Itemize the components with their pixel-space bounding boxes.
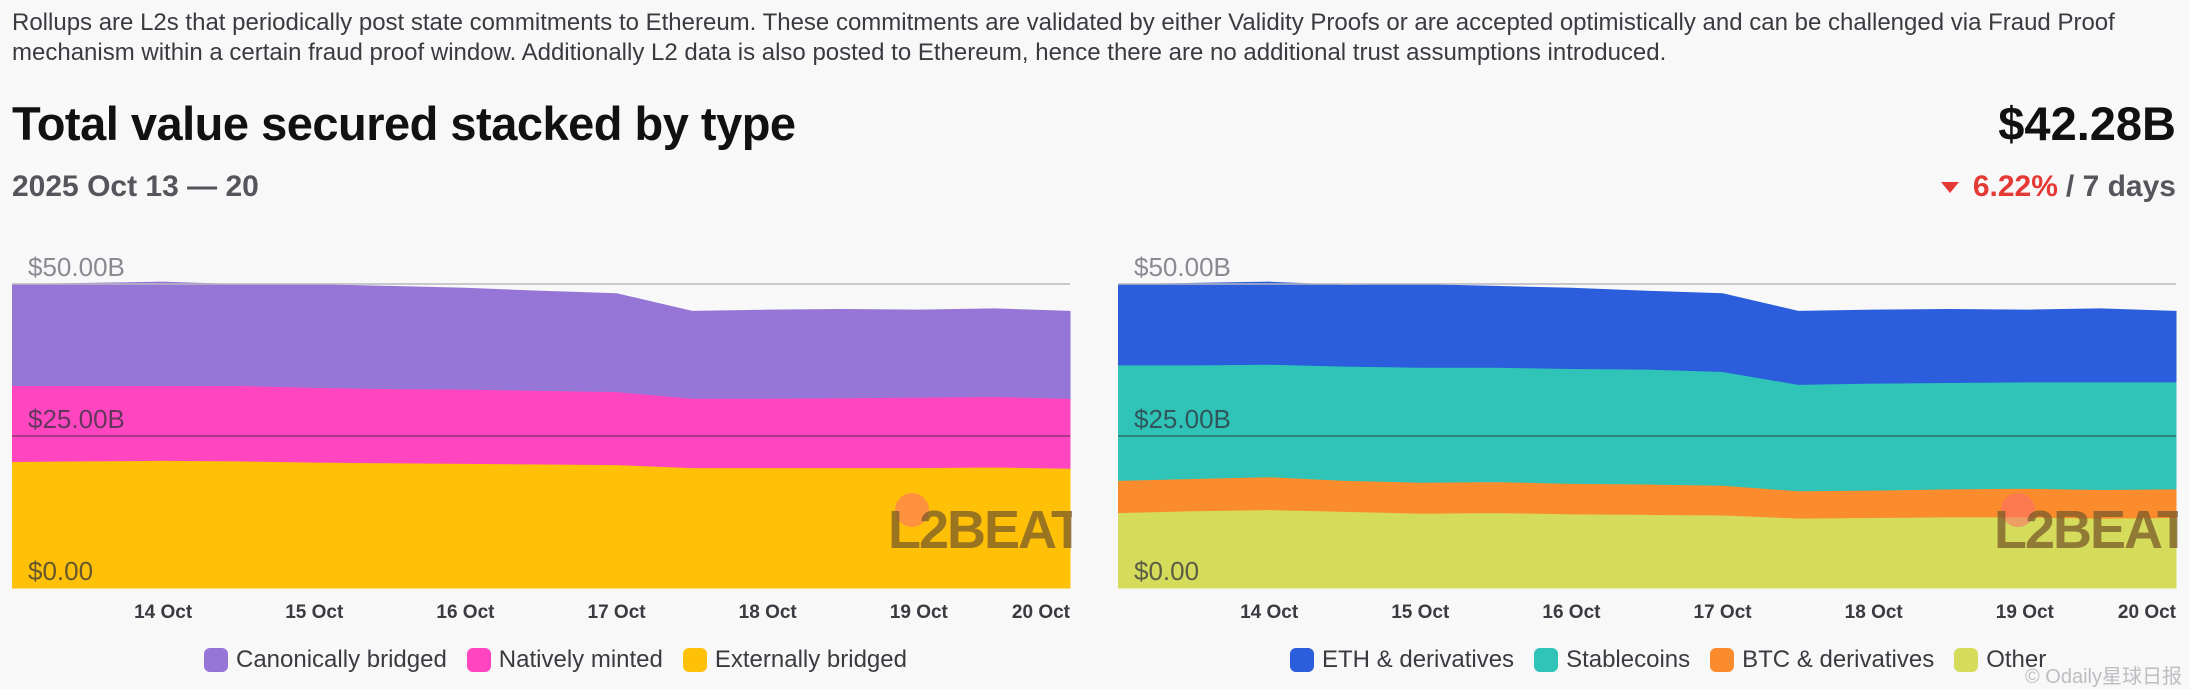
x-tick-label: 17 Oct: [1694, 602, 1753, 623]
l2beat-logo-icon: L2BEAT: [1994, 493, 2178, 560]
legend-by-type: Canonically bridged Natively minted Extern…: [204, 646, 907, 674]
chart-title: Total value secured stacked by type: [12, 97, 796, 150]
area-series-2: [1118, 363, 2177, 492]
x-tick-label: 19 Oct: [1996, 602, 2055, 623]
legend-swatch: [1290, 648, 1314, 672]
y-tick-label: $0.00: [1134, 556, 1199, 586]
legend-swatch: [466, 648, 491, 672]
chart-by-token[interactable]: $0.00 $25.00B $50.00B 14 Oct 15 Oct 16 Oct 17 …: [1118, 240, 2178, 680]
x-tick-label: 15 Oct: [285, 602, 344, 623]
x-tick-label: 20 Oct: [1012, 602, 1071, 623]
y-tick-label: $0.00: [28, 556, 93, 586]
x-tick-label: 20 Oct: [2118, 602, 2177, 623]
legend-label: Externally bridged: [714, 646, 907, 673]
chart-svg: $0.00 $25.00B $50.00B 14 Oct 15 Oct 16 Oct 17 …: [1118, 252, 2178, 623]
chart-svg: $0.00 $25.00B $50.00B 14 Oct 15 Oct 16 Oct 17 …: [12, 252, 1072, 623]
x-tick-label: 14 Oct: [1240, 602, 1299, 623]
legend-item[interactable]: ETH & derivatives: [1290, 646, 1514, 674]
legend-swatch: [1954, 648, 1979, 672]
legend-item[interactable]: Natively minted: [466, 646, 663, 674]
svg-text:L2BEAT: L2BEAT: [1994, 500, 2178, 560]
area-series-3: [1118, 281, 2177, 385]
watermark-text: © Odaily星球日报: [2025, 666, 2182, 688]
legend-label: Stablecoins: [1566, 646, 1691, 673]
area-series-2: [12, 281, 1071, 399]
y-tick-label: $50.00B: [1134, 252, 1231, 282]
x-tick-label: 17 Oct: [588, 602, 647, 623]
x-tick-label: 19 Oct: [890, 602, 949, 623]
change-period: / 7 days: [2065, 170, 2176, 203]
x-tick-label: 15 Oct: [1391, 602, 1450, 623]
legend-label: ETH & derivatives: [1322, 646, 1515, 673]
legend-swatch: [1534, 648, 1559, 672]
l2beat-logo-icon: L2BEAT: [888, 493, 1072, 560]
legend-by-token: ETH & derivatives Stablecoins BTC & deriva…: [1290, 646, 2046, 674]
x-tick-label: 16 Oct: [436, 602, 495, 623]
legend-item[interactable]: Stablecoins: [1534, 646, 1690, 674]
area-series-1: [12, 385, 1071, 469]
total-value: $42.28B: [1998, 97, 2176, 150]
x-tick-label: 14 Oct: [134, 602, 193, 623]
legend-label: BTC & derivatives: [1742, 646, 1935, 673]
legend-item[interactable]: BTC & derivatives: [1710, 646, 1934, 674]
legend-item[interactable]: Externally bridged: [682, 646, 907, 674]
down-arrow-icon: [1940, 181, 1959, 193]
x-tick-label: 18 Oct: [739, 602, 798, 623]
y-tick-label: $25.00B: [1134, 404, 1231, 434]
legend-item[interactable]: Canonically bridged: [204, 646, 447, 674]
x-tick-label: 18 Oct: [1845, 602, 1904, 623]
y-tick-label: $50.00B: [28, 252, 125, 282]
y-tick-label: $25.00B: [28, 404, 125, 434]
legend-swatch: [1710, 648, 1735, 672]
svg-text:L2BEAT: L2BEAT: [888, 500, 1072, 560]
legend-swatch: [204, 648, 228, 672]
legend-swatch: [682, 648, 707, 672]
x-tick-label: 16 Oct: [1542, 602, 1601, 623]
legend-label: Canonically bridged: [236, 646, 447, 673]
chart-by-type[interactable]: $0.00 $25.00B $50.00B 14 Oct 15 Oct 16 Oct 17 …: [12, 240, 1072, 680]
legend-item[interactable]: Other: [1954, 646, 2046, 674]
legend-label: Natively minted: [498, 646, 663, 673]
legend-label: Other: [1986, 646, 2047, 673]
value-change: 6.22% / 7 days: [1940, 170, 2176, 204]
date-range: 2025 Oct 13 — 20: [12, 170, 259, 203]
change-percent: 6.22%: [1972, 170, 2058, 203]
description-text: Rollups are L2s that periodically post s…: [12, 9, 2115, 66]
